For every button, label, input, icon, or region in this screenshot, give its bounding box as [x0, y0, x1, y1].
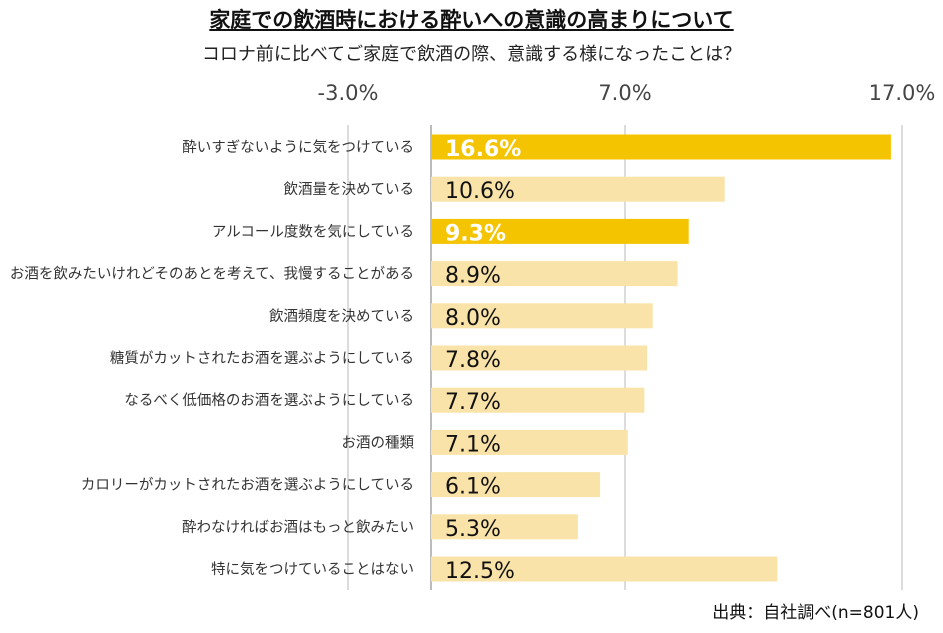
- value-label: 7.1%: [445, 432, 501, 457]
- value-label: 7.7%: [445, 390, 501, 415]
- value-label: 10.6%: [445, 179, 515, 204]
- value-label: 5.3%: [445, 517, 501, 542]
- value-label: 7.8%: [445, 348, 501, 373]
- chart-subtitle: コロナ前に比べてご家庭で飲酒の際、意識する様になったことは？: [201, 44, 742, 65]
- bar: [431, 514, 578, 540]
- bar: [431, 218, 689, 244]
- value-label: 12.5%: [445, 559, 515, 584]
- category-label: 飲酒頻度を決めている: [269, 308, 414, 325]
- category-label: お酒を飲みたいけれどそのあとを考えて、我慢することがある: [10, 266, 414, 283]
- x-tick-label: 17.0%: [869, 81, 936, 105]
- bar: [431, 429, 628, 455]
- bar: [431, 472, 601, 498]
- bar: [431, 556, 778, 582]
- bar: [431, 176, 725, 202]
- x-tick-label: -3.0%: [318, 81, 379, 105]
- x-tick-label: 7.0%: [598, 81, 651, 105]
- value-label: 8.0%: [445, 306, 501, 331]
- value-label: 6.1%: [445, 475, 501, 500]
- value-label: 8.9%: [445, 264, 501, 289]
- chart-title: 家庭での飲酒時における酔いへの意識の高まりについて: [209, 8, 734, 32]
- category-label: 飲酒量を決めている: [284, 181, 415, 198]
- bar: [431, 134, 891, 160]
- category-label: お酒の種類: [342, 434, 415, 451]
- category-label: 特に気をつけていることはない: [211, 561, 414, 578]
- value-label: 16.6%: [445, 137, 521, 162]
- category-label: 酔わなければお酒はもっと飲みたい: [182, 519, 414, 536]
- source-note: 出典：自社調べ(n=801人): [712, 603, 919, 623]
- category-label: なるべく低価格のお酒を選ぶようにしている: [124, 392, 414, 409]
- bar: [431, 261, 678, 287]
- category-label: カロリーがカットされたお酒を選ぶようにしている: [81, 477, 414, 494]
- bar: [431, 303, 653, 329]
- value-label: 9.3%: [445, 221, 506, 246]
- category-label: 糖質がカットされたお酒を選ぶようにしている: [110, 349, 414, 367]
- bar: [431, 387, 645, 413]
- bar: [431, 345, 648, 371]
- category-label: 酔いすぎないように気をつけている: [182, 139, 414, 156]
- category-label: アルコール度数を気にしている: [212, 223, 414, 240]
